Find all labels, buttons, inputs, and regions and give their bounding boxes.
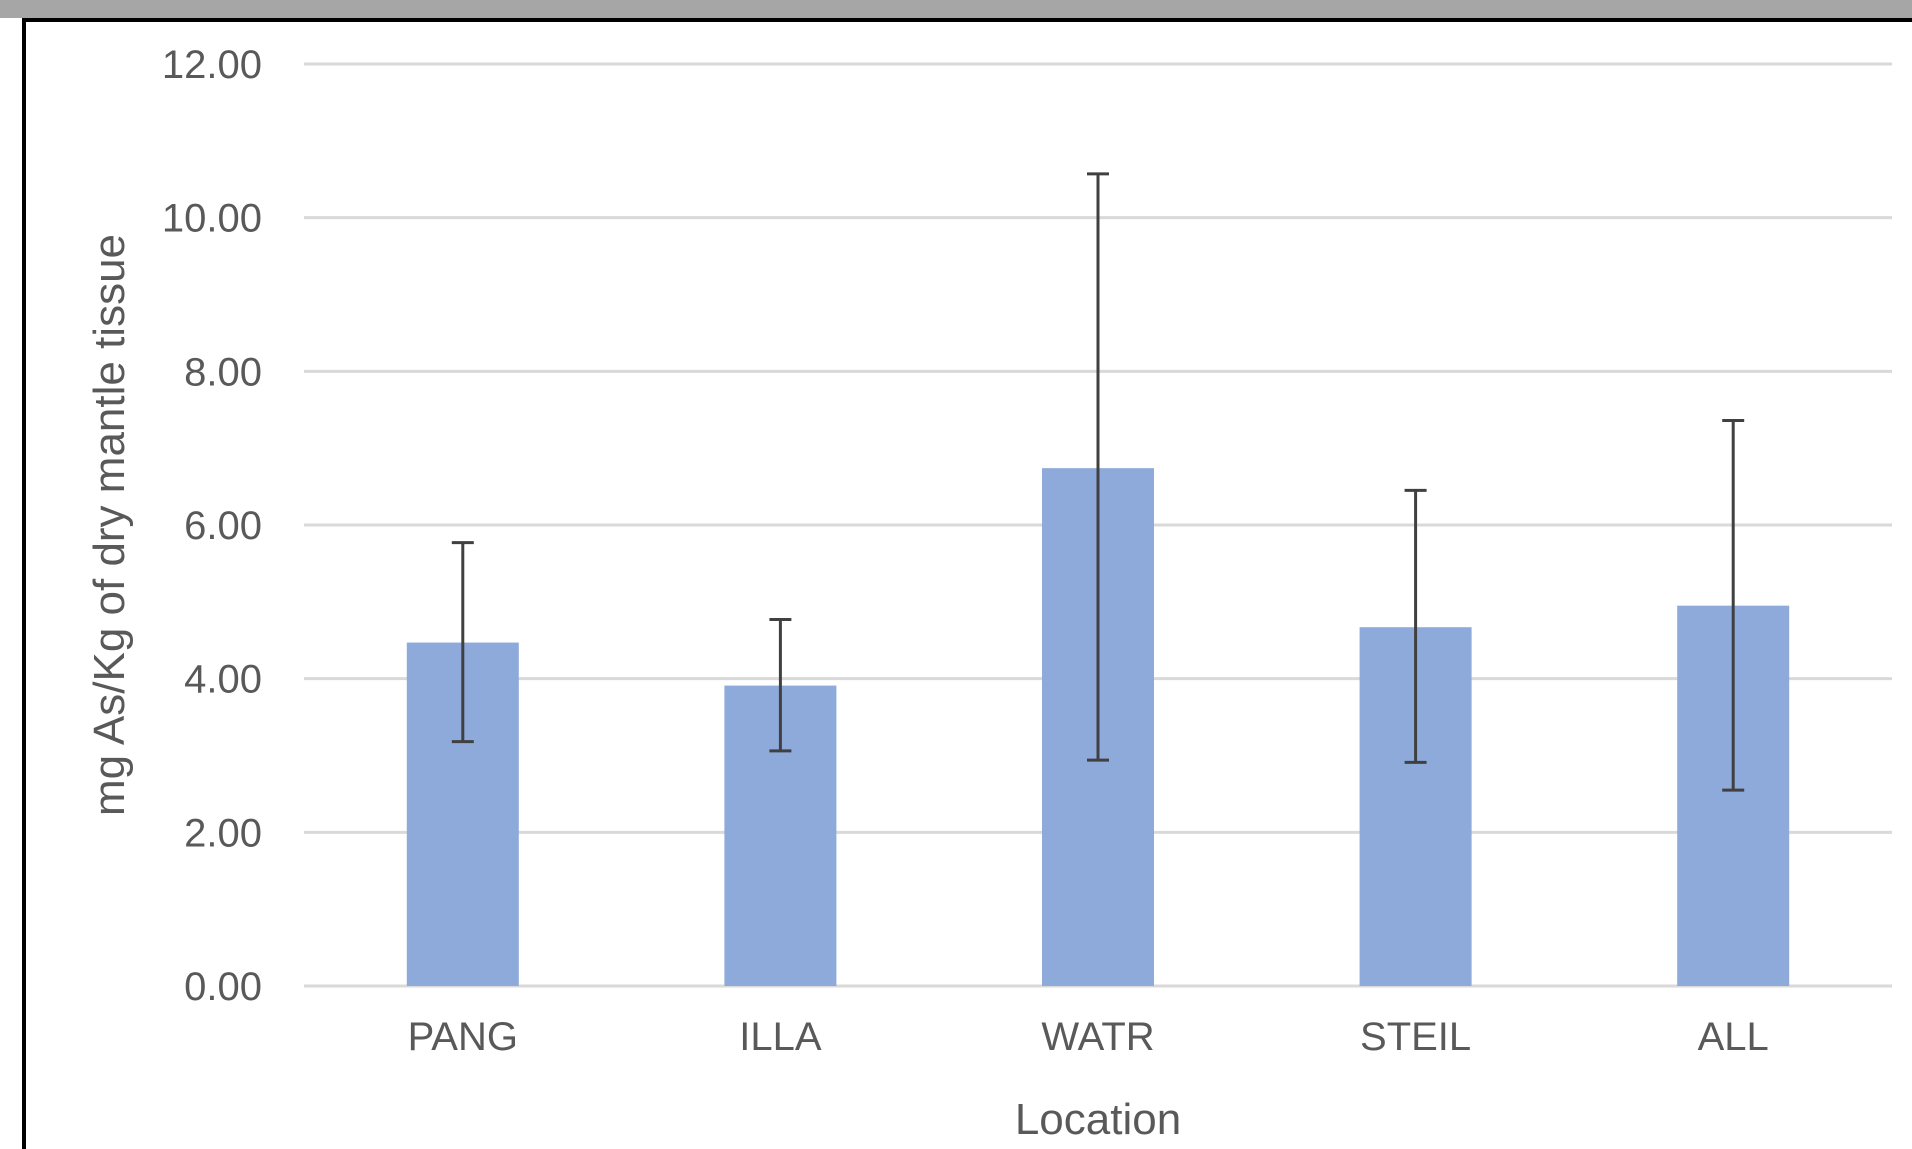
- error-bar-watr: [1087, 172, 1109, 762]
- error-bar-pang: [451, 541, 474, 744]
- x-axis-tick-labels: PANG ILLA WATR STEIL ALL: [408, 1015, 1769, 1059]
- x-tick-label-all: ALL: [1698, 1015, 1769, 1059]
- x-tick-label-steil: STEIL: [1360, 1015, 1471, 1059]
- error-bar-steil: [1404, 488, 1427, 764]
- y-tick-label: 0.00: [184, 965, 262, 1009]
- chart-frame: 0.00 2.00 4.00 6.00 8.00 10.00 12.00 PANG ILLA W…: [22, 18, 1912, 1149]
- y-axis-tick-labels: 0.00 2.00 4.00 6.00 8.00 10.00 12.00: [162, 43, 262, 1009]
- error-bar-all: [1722, 419, 1745, 792]
- x-tick-label-watr: WATR: [1041, 1015, 1154, 1059]
- x-tick-label-illa: ILLA: [739, 1015, 822, 1059]
- y-tick-label: 10.00: [162, 197, 262, 241]
- y-tick-label: 4.00: [184, 658, 262, 702]
- window-top-bar: [0, 0, 1912, 18]
- y-tick-label: 12.00: [162, 43, 262, 87]
- y-tick-label: 2.00: [184, 811, 262, 855]
- bar-chart: 0.00 2.00 4.00 6.00 8.00 10.00 12.00 PANG ILLA W…: [85, 43, 1892, 1144]
- error-bars: [451, 172, 1745, 792]
- y-tick-label: 6.00: [184, 504, 262, 548]
- y-axis-title: mg As/Kg of dry mantle tissue: [85, 234, 134, 816]
- x-axis-title: Location: [1015, 1095, 1181, 1144]
- x-tick-label-pang: PANG: [408, 1015, 518, 1059]
- y-tick-label: 8.00: [184, 350, 262, 394]
- error-bar-illa: [769, 618, 792, 753]
